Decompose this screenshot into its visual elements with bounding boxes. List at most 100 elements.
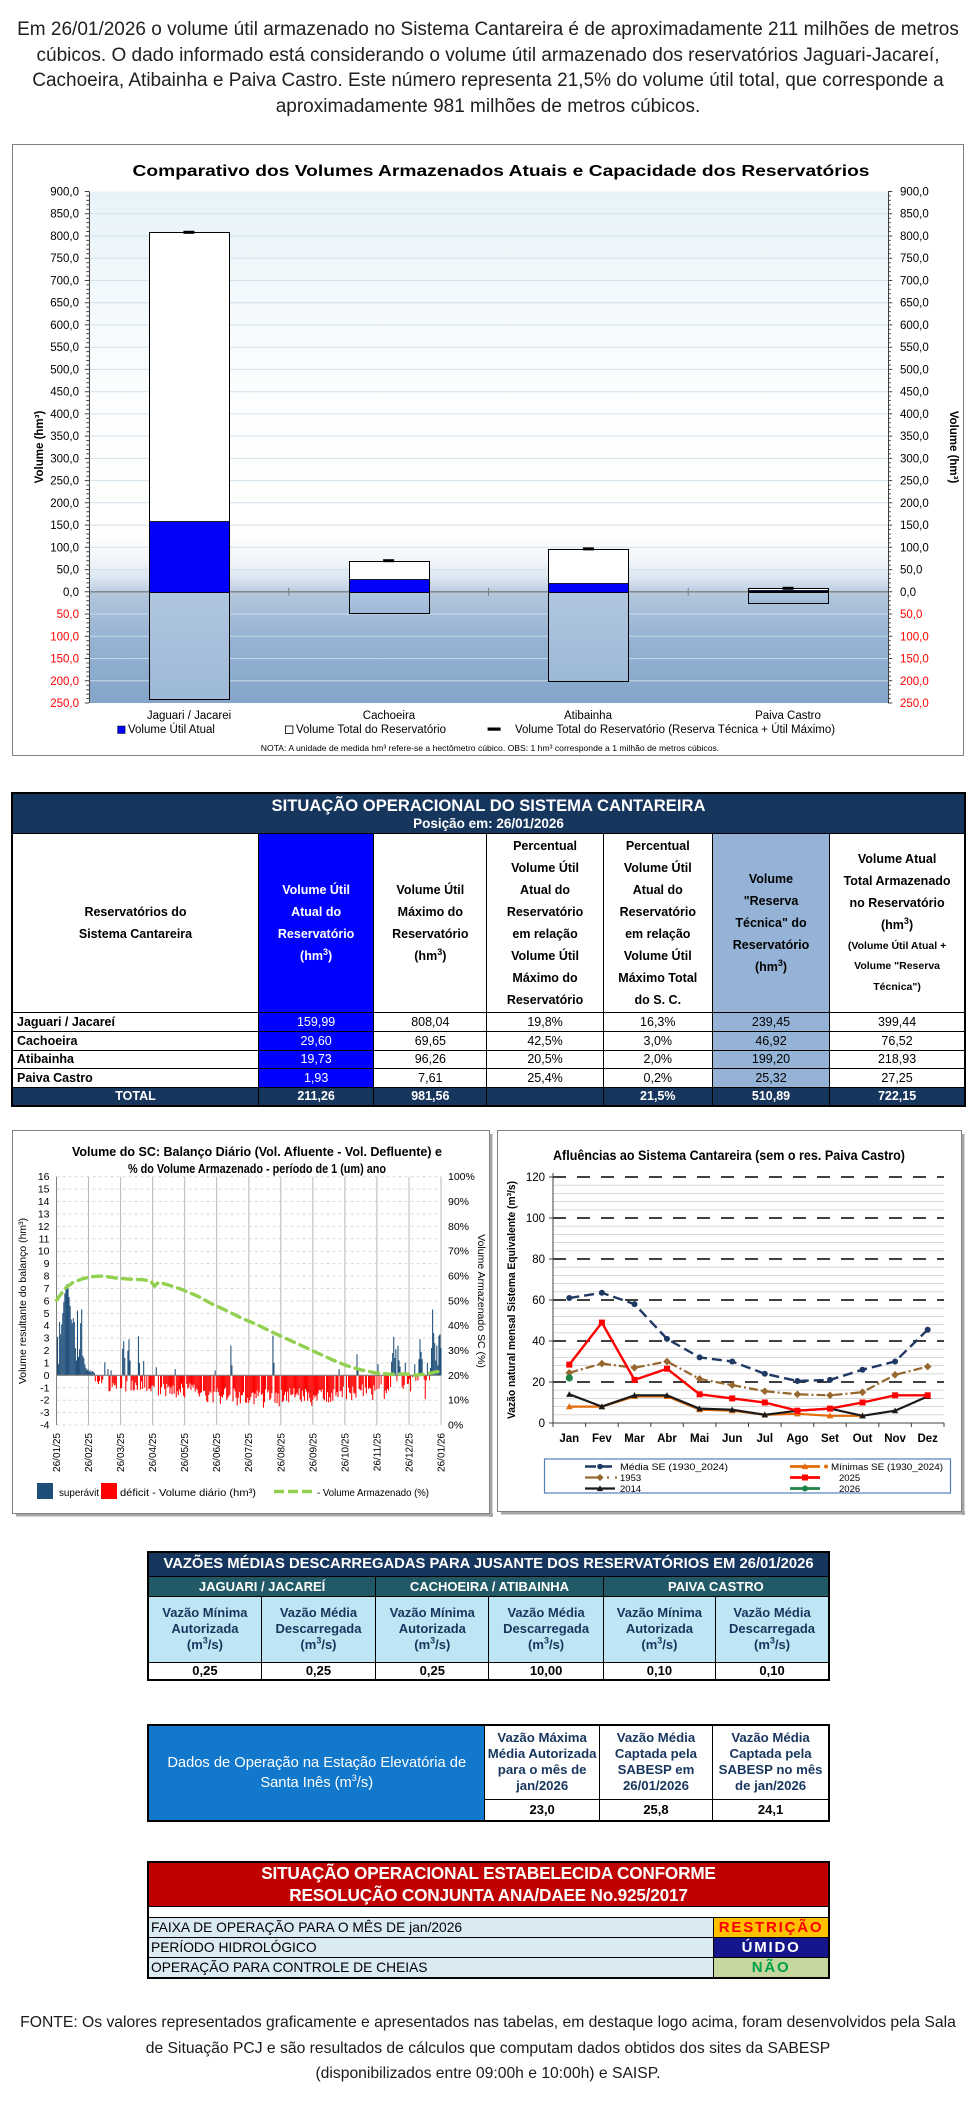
svg-text:Jaguari / Jacarei: Jaguari / Jacarei [147,710,231,722]
svg-text:250,0: 250,0 [900,476,929,488]
svg-text:26/09/25: 26/09/25 [308,1433,319,1472]
svg-text:12: 12 [38,1221,50,1233]
svg-text:7: 7 [44,1283,50,1295]
svg-text:Mai: Mai [690,1433,709,1445]
svg-text:100,0: 100,0 [900,542,929,554]
svg-text:70%: 70% [448,1246,469,1258]
svg-text:100%: 100% [448,1171,475,1183]
svg-text:Comparativo dos Volumes Armaze: Comparativo dos Volumes Armazenados Atua… [133,163,870,180]
svg-text:350,0: 350,0 [900,431,929,443]
svg-text:850,0: 850,0 [900,209,929,221]
svg-text:6: 6 [44,1295,50,1307]
svg-text:200,0: 200,0 [50,498,79,510]
svg-text:800,0: 800,0 [50,231,79,243]
svg-text:Volume (hm³): Volume (hm³) [947,411,959,484]
svg-text:Volume resultante do balanço (: Volume resultante do balanço (hm³) [17,1218,29,1384]
svg-text:Cachoeira: Cachoeira [363,710,416,722]
svg-text:0%: 0% [448,1420,463,1432]
svg-text:900,0: 900,0 [50,187,79,199]
svg-text:750,0: 750,0 [900,253,929,265]
svg-text:26/07/25: 26/07/25 [244,1433,255,1472]
svg-text:9: 9 [44,1258,50,1270]
svg-text:-1: -1 [40,1382,49,1394]
svg-text:Set: Set [821,1433,839,1445]
svg-text:50,0: 50,0 [900,565,922,577]
svg-text:100,0: 100,0 [900,631,929,643]
svg-text:0,0: 0,0 [900,587,916,599]
svg-text:Atibainha: Atibainha [564,710,613,722]
svg-text:650,0: 650,0 [50,298,79,310]
svg-text:90%: 90% [448,1196,469,1208]
svg-text:déficit - Volume diário (hm³): déficit - Volume diário (hm³) [120,1487,256,1499]
svg-text:Jun: Jun [722,1433,742,1445]
svg-text:200,0: 200,0 [50,676,79,688]
svg-text:450,0: 450,0 [900,387,929,399]
svg-text:Volume Útil Atual: Volume Útil Atual [128,723,215,736]
svg-text:700,0: 700,0 [50,276,79,288]
svg-text:Média SE (1930_2024): Média SE (1930_2024) [620,1462,728,1473]
svg-text:Mínimas SE (1930_2024): Mínimas SE (1930_2024) [831,1462,943,1473]
svg-text:superávit: superávit [59,1487,99,1499]
svg-text:50%: 50% [448,1295,469,1307]
svg-text:2: 2 [44,1345,50,1357]
svg-text:450,0: 450,0 [50,387,79,399]
svg-text:100,0: 100,0 [50,631,79,643]
svg-text:120: 120 [526,1172,545,1184]
svg-text:Fev: Fev [592,1433,612,1445]
svg-text:1953: 1953 [620,1473,641,1484]
svg-text:600,0: 600,0 [900,320,929,332]
svg-text:800,0: 800,0 [900,231,929,243]
svg-text:50,0: 50,0 [57,609,79,621]
svg-text:150,0: 150,0 [900,520,929,532]
svg-text:80%: 80% [448,1221,469,1233]
svg-text:650,0: 650,0 [900,298,929,310]
svg-text:200,0: 200,0 [900,676,929,688]
svg-text:700,0: 700,0 [900,276,929,288]
svg-text:2025: 2025 [839,1473,860,1484]
svg-text:26/05/25: 26/05/25 [180,1433,191,1472]
svg-text:20%: 20% [448,1370,469,1382]
svg-text:Volume Armazenado SC (%): Volume Armazenado SC (%) [475,1234,487,1368]
svg-text:20: 20 [532,1377,545,1389]
svg-text:1: 1 [44,1357,50,1369]
svg-text:0: 0 [539,1418,545,1430]
svg-text:Ago: Ago [786,1433,808,1445]
svg-text:- Volume Armazenado (%): - Volume Armazenado (%) [317,1487,429,1499]
svg-text:26/10/25: 26/10/25 [340,1433,351,1472]
svg-text:Volume Total do Reservatório (: Volume Total do Reservatório (Reserva Té… [515,723,835,736]
svg-text:13: 13 [38,1208,50,1220]
svg-text:Jan: Jan [559,1433,579,1445]
svg-text:8: 8 [44,1271,50,1283]
svg-text:600,0: 600,0 [50,320,79,332]
svg-text:10%: 10% [448,1395,469,1407]
svg-text:-4: -4 [40,1420,49,1432]
svg-text:400,0: 400,0 [900,409,929,421]
svg-text:5: 5 [44,1308,50,1320]
svg-text:100,0: 100,0 [50,542,79,554]
svg-text:150,0: 150,0 [900,654,929,666]
svg-text:50,0: 50,0 [57,565,79,577]
svg-text:Volume Total do Reservatório: Volume Total do Reservatório [296,724,446,736]
svg-text:550,0: 550,0 [900,342,929,354]
svg-text:100: 100 [526,1213,545,1225]
svg-text:4: 4 [44,1320,50,1332]
svg-text:60: 60 [532,1295,545,1307]
svg-text:550,0: 550,0 [50,342,79,354]
svg-text:NOTA: A unidade de medida hm: NOTA: A unidade de medida hm³ refere-se … [261,743,719,753]
svg-text:26/02/25: 26/02/25 [84,1433,95,1472]
svg-text:Vazão natural mensal Sistema: Vazão natural mensal Sistema Equivalente… [506,1181,518,1419]
svg-text:3: 3 [44,1333,50,1345]
svg-text:26/03/25: 26/03/25 [116,1433,127,1472]
svg-text:Volume do SC: Balanço Diário (: Volume do SC: Balanço Diário (Vol. Aflue… [72,1145,442,1159]
svg-text:Volume (hm³): Volume (hm³) [34,411,46,484]
svg-text:500,0: 500,0 [900,364,929,376]
svg-text:500,0: 500,0 [50,364,79,376]
svg-text:60%: 60% [448,1271,469,1283]
svg-text:Dez: Dez [917,1433,938,1445]
svg-text:-3: -3 [40,1407,49,1419]
svg-text:Paiva Castro: Paiva Castro [755,710,821,722]
svg-text:850,0: 850,0 [50,209,79,221]
svg-text:26/08/25: 26/08/25 [276,1433,287,1472]
svg-text:26/01/25: 26/01/25 [52,1433,63,1472]
svg-text:26/12/25: 26/12/25 [405,1433,416,1472]
